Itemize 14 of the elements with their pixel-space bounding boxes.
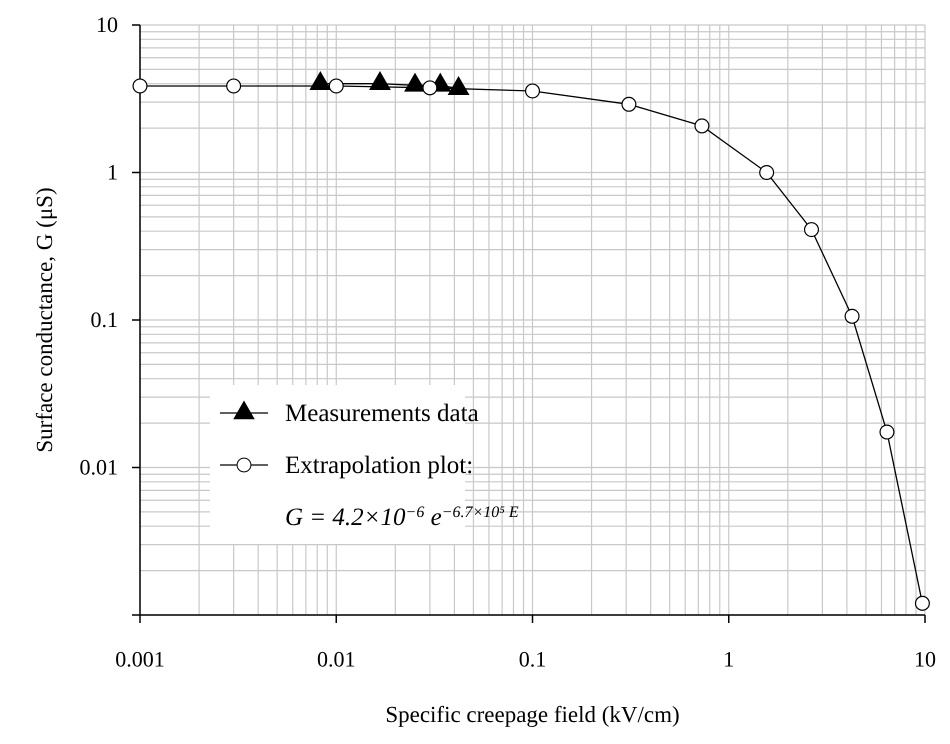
x-axis-title: Specific creepage field (kV/cm) [385, 702, 680, 727]
y-tick-label: 1 [107, 160, 118, 185]
x-tick-label: 0.1 [518, 646, 546, 672]
legend-label: Extrapolation plot: [285, 452, 474, 479]
y-tick-label: 10 [96, 12, 118, 38]
y-tick-label: 0.1 [90, 307, 118, 332]
annotation: G = 4.2×10$^{−6}$ e$^{−6.7×10⁵ E}$ [285, 504, 519, 531]
x-tick-label: 0.001 [115, 646, 165, 672]
legend-label: Measurements data [285, 400, 479, 427]
x-tick-label: 10 [914, 646, 936, 672]
y-tick-label: 0.01 [80, 454, 118, 480]
x-tick-label: 0.01 [317, 646, 356, 672]
y-axis-title: Surface conductance, G (μS) [32, 187, 57, 453]
x-tick-label: 1 [723, 646, 734, 672]
